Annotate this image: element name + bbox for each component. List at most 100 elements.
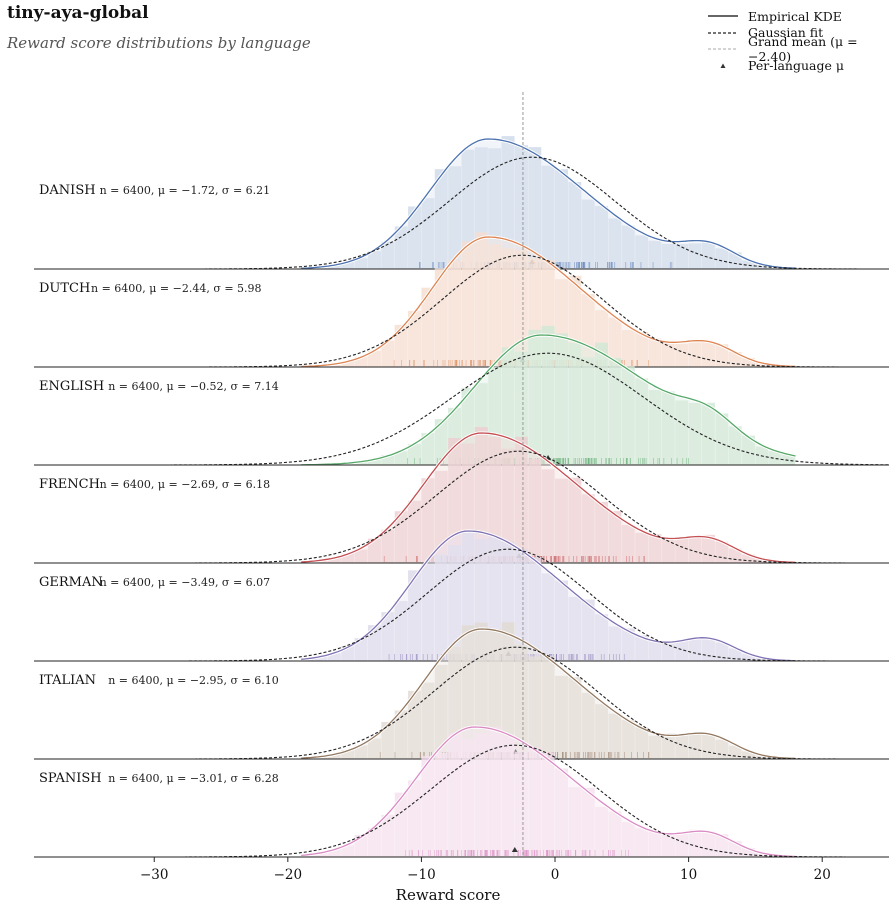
histogram-bar	[621, 225, 635, 269]
histogram-bar	[408, 690, 422, 759]
histogram-bar	[715, 248, 729, 269]
histogram-bar	[514, 436, 528, 563]
histogram-bar	[541, 325, 555, 465]
ridge-italian: ITALIAN n = 6400, μ = −2.95, σ = 6.10	[34, 622, 889, 760]
histogram-bar	[367, 738, 381, 759]
histogram-bar	[675, 734, 689, 759]
histogram-bar	[595, 806, 609, 857]
histogram-bar	[701, 341, 715, 367]
histogram-bar	[541, 469, 555, 563]
histogram-bar	[701, 734, 715, 759]
histogram-bar	[595, 704, 609, 759]
histogram-bar	[421, 755, 435, 857]
histogram-bar	[715, 834, 729, 857]
series-stats: n = 6400, μ = −2.44, σ = 5.98	[91, 282, 262, 295]
histogram-bar	[635, 635, 649, 661]
histogram-bar	[394, 792, 408, 857]
histogram-bar	[421, 198, 435, 269]
histogram-bar	[555, 768, 568, 857]
histogram-bar	[501, 248, 515, 367]
histogram-bar	[528, 458, 542, 563]
histogram-bar	[608, 357, 622, 465]
histogram-bar	[675, 400, 689, 465]
histogram-bar	[354, 258, 368, 269]
histogram-bar	[608, 626, 622, 661]
kde-line	[301, 334, 796, 466]
histogram-bar	[648, 641, 662, 661]
histogram-bar	[555, 333, 568, 465]
histogram-bar	[394, 226, 408, 269]
kde-line	[301, 236, 796, 368]
legend-item-gauss: Gaussian fit	[706, 25, 896, 42]
histogram-bar	[327, 849, 341, 857]
histogram-bar	[688, 243, 702, 269]
histogram-bar	[314, 656, 328, 661]
histogram-bar	[434, 169, 448, 269]
histogram-bar	[568, 182, 582, 269]
histogram-bar	[715, 413, 729, 465]
histogram-bar	[742, 653, 756, 661]
histogram-bar	[381, 455, 395, 465]
series-stats: n = 6400, μ = −1.72, σ = 6.21	[100, 184, 271, 197]
histogram-bar	[648, 831, 662, 857]
histogram-bar	[648, 338, 662, 367]
kde-line	[301, 628, 796, 760]
histogram-bar	[675, 832, 689, 857]
kde-line	[301, 138, 796, 269]
histogram-bar	[675, 244, 689, 269]
histogram-bar	[635, 378, 649, 465]
histogram-bar	[568, 787, 582, 857]
histogram-bar	[394, 601, 408, 661]
kde-line	[301, 726, 796, 858]
histogram-bar	[581, 494, 595, 563]
histogram-bar	[367, 538, 381, 563]
histogram-bar	[488, 726, 502, 857]
legend-label-kde: Empirical KDE	[748, 8, 842, 24]
histogram-bar	[755, 755, 769, 759]
histogram-bar	[595, 614, 609, 661]
histogram-bar	[514, 145, 528, 269]
histogram-bar	[555, 580, 568, 661]
histogram-bar	[568, 477, 582, 563]
series-stats: n = 6400, μ = −2.69, σ = 6.18	[100, 478, 271, 491]
histogram-bar	[728, 745, 742, 759]
histogram-bar	[528, 556, 542, 661]
histogram-bar	[421, 564, 435, 661]
legend-label-per-lang-mu: Per-language μ	[748, 58, 844, 74]
histogram-bar	[595, 342, 609, 465]
histogram-bar	[541, 752, 555, 857]
histogram-bar	[381, 721, 395, 759]
histogram-bar	[661, 832, 675, 857]
histogram-bar	[461, 739, 475, 857]
histogram-bar	[635, 828, 649, 857]
histogram-bar	[474, 427, 488, 563]
histogram-bar	[688, 829, 702, 857]
legend-item-grand-mean: Grand mean (μ = −2.40)	[706, 34, 896, 64]
histogram-bar	[608, 218, 622, 269]
x-axis-label: Reward score	[395, 886, 501, 904]
histogram-bar	[621, 524, 635, 563]
histogram-bar	[595, 206, 609, 269]
histogram-bar	[514, 645, 528, 759]
series-stats: n = 6400, μ = −3.01, σ = 6.28	[108, 772, 279, 785]
histogram-bar	[461, 625, 475, 759]
histogram-bar	[782, 453, 796, 465]
histogram-bar	[367, 828, 381, 857]
histogram-bar	[488, 244, 502, 367]
histogram-bar	[501, 622, 515, 759]
x-tick-label: −10	[407, 867, 436, 883]
histogram-bar	[701, 831, 715, 857]
chart-subtitle: Reward score distributions by language	[7, 34, 311, 52]
kde-line	[301, 530, 796, 662]
histogram-bar	[448, 166, 462, 269]
histogram-bar	[742, 554, 756, 563]
histogram-bar	[394, 451, 408, 465]
histogram-bar	[755, 362, 769, 367]
mean-marker	[511, 847, 518, 852]
histogram-bar	[501, 736, 515, 857]
histogram-bar	[555, 675, 568, 759]
series-stats: n = 6400, μ = −3.49, σ = 6.07	[100, 576, 271, 589]
histogram-bar	[555, 478, 568, 563]
histogram-bar	[701, 402, 715, 465]
